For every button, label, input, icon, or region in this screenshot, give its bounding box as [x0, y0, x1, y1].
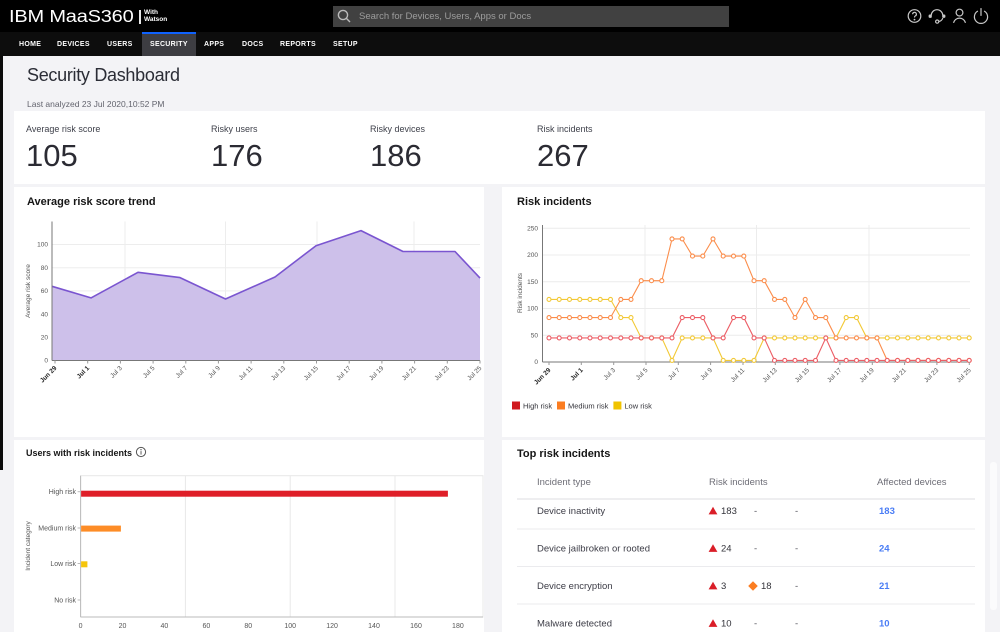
svg-text:183: 183 [721, 506, 737, 517]
svg-text:Jul 11: Jul 11 [238, 365, 255, 382]
svg-text:Jul 17: Jul 17 [335, 365, 352, 382]
svg-text:Jun 29: Jun 29 [533, 367, 553, 387]
svg-text:21: 21 [879, 581, 890, 592]
svg-text:Device encryption: Device encryption [537, 581, 613, 592]
svg-text:-: - [795, 581, 798, 592]
svg-text:Low risk: Low risk [50, 561, 76, 568]
svg-text:Risk incidents: Risk incidents [517, 272, 524, 313]
svg-text:Incident category: Incident category [25, 521, 32, 571]
svg-text:80: 80 [244, 623, 252, 630]
svg-text:Affected devices: Affected devices [877, 477, 947, 488]
svg-text:120: 120 [326, 623, 338, 630]
svg-text:Jul 3: Jul 3 [109, 365, 124, 380]
svg-text:3: 3 [721, 581, 726, 592]
svg-text:10: 10 [721, 619, 732, 630]
svg-text:Jul 19: Jul 19 [368, 365, 385, 382]
svg-text:60: 60 [203, 623, 211, 630]
svg-text:-: - [754, 619, 757, 630]
svg-text:Device jailbroken or rooted: Device jailbroken or rooted [537, 544, 650, 555]
svg-text:Device inactivity: Device inactivity [537, 506, 605, 517]
svg-text:Jul 9: Jul 9 [207, 365, 222, 380]
svg-text:Jul 15: Jul 15 [794, 367, 811, 384]
svg-text:High risk: High risk [49, 489, 77, 496]
svg-text:High risk: High risk [523, 401, 552, 410]
svg-text:Top risk incidents: Top risk incidents [517, 448, 610, 460]
svg-text:100: 100 [284, 623, 296, 630]
svg-text:24: 24 [879, 544, 890, 555]
svg-text:150: 150 [527, 279, 538, 286]
svg-text:20: 20 [41, 335, 49, 342]
svg-text:-: - [754, 506, 757, 517]
svg-text:-: - [795, 506, 798, 517]
svg-text:Jul 21: Jul 21 [401, 365, 418, 382]
svg-text:Jul 11: Jul 11 [730, 367, 747, 384]
svg-text:100: 100 [37, 242, 48, 249]
svg-text:0: 0 [79, 623, 83, 630]
svg-text:0: 0 [44, 358, 48, 365]
svg-text:Jul 3: Jul 3 [602, 367, 617, 382]
svg-text:18: 18 [761, 581, 772, 592]
svg-text:Jul 7: Jul 7 [667, 367, 682, 382]
svg-text:Medium risk: Medium risk [568, 401, 609, 410]
svg-text:Jul 13: Jul 13 [270, 365, 287, 382]
svg-text:Jul 15: Jul 15 [303, 365, 320, 382]
svg-text:40: 40 [161, 623, 169, 630]
svg-text:Average risk score: Average risk score [25, 264, 32, 318]
svg-text:Jul 21: Jul 21 [891, 367, 908, 384]
svg-text:Risk incidents: Risk incidents [709, 477, 768, 488]
svg-text:80: 80 [41, 265, 49, 272]
svg-text:50: 50 [531, 332, 539, 339]
svg-text:100: 100 [527, 306, 538, 313]
svg-text:180: 180 [452, 623, 464, 630]
svg-text:Jul 5: Jul 5 [635, 367, 650, 382]
svg-text:250: 250 [527, 226, 538, 233]
svg-text:-: - [795, 619, 798, 630]
svg-text:Medium risk: Medium risk [38, 526, 76, 533]
svg-text:Jul 1: Jul 1 [569, 367, 585, 383]
svg-text:No risk: No risk [54, 598, 76, 605]
svg-text:Low risk: Low risk [624, 401, 652, 410]
svg-text:Jul 13: Jul 13 [761, 367, 778, 384]
svg-text:140: 140 [368, 623, 380, 630]
svg-text:Jul 25: Jul 25 [466, 365, 483, 382]
svg-text:160: 160 [410, 623, 422, 630]
svg-text:Jul 25: Jul 25 [955, 367, 972, 384]
svg-text:-: - [754, 544, 757, 555]
svg-text:40: 40 [41, 311, 49, 318]
svg-text:Jul 1: Jul 1 [76, 365, 92, 381]
svg-text:Jul 19: Jul 19 [858, 367, 875, 384]
svg-text:183: 183 [879, 506, 895, 517]
svg-text:20: 20 [119, 623, 127, 630]
svg-text:Jul 17: Jul 17 [826, 367, 843, 384]
svg-text:Malware detected: Malware detected [537, 619, 612, 630]
svg-text:Jul 23: Jul 23 [433, 365, 450, 382]
svg-text:60: 60 [41, 288, 49, 295]
svg-text:Jul 23: Jul 23 [923, 367, 940, 384]
svg-text:Incident type: Incident type [537, 477, 591, 488]
svg-text:Jul 9: Jul 9 [699, 367, 714, 382]
svg-text:Jul 5: Jul 5 [142, 365, 157, 380]
svg-text:-: - [795, 544, 798, 555]
svg-text:Jul 7: Jul 7 [175, 365, 190, 380]
svg-text:200: 200 [527, 252, 538, 259]
svg-text:10: 10 [879, 619, 890, 630]
svg-text:Jun 29: Jun 29 [39, 365, 59, 385]
svg-text:24: 24 [721, 544, 732, 555]
svg-text:0: 0 [534, 359, 538, 366]
